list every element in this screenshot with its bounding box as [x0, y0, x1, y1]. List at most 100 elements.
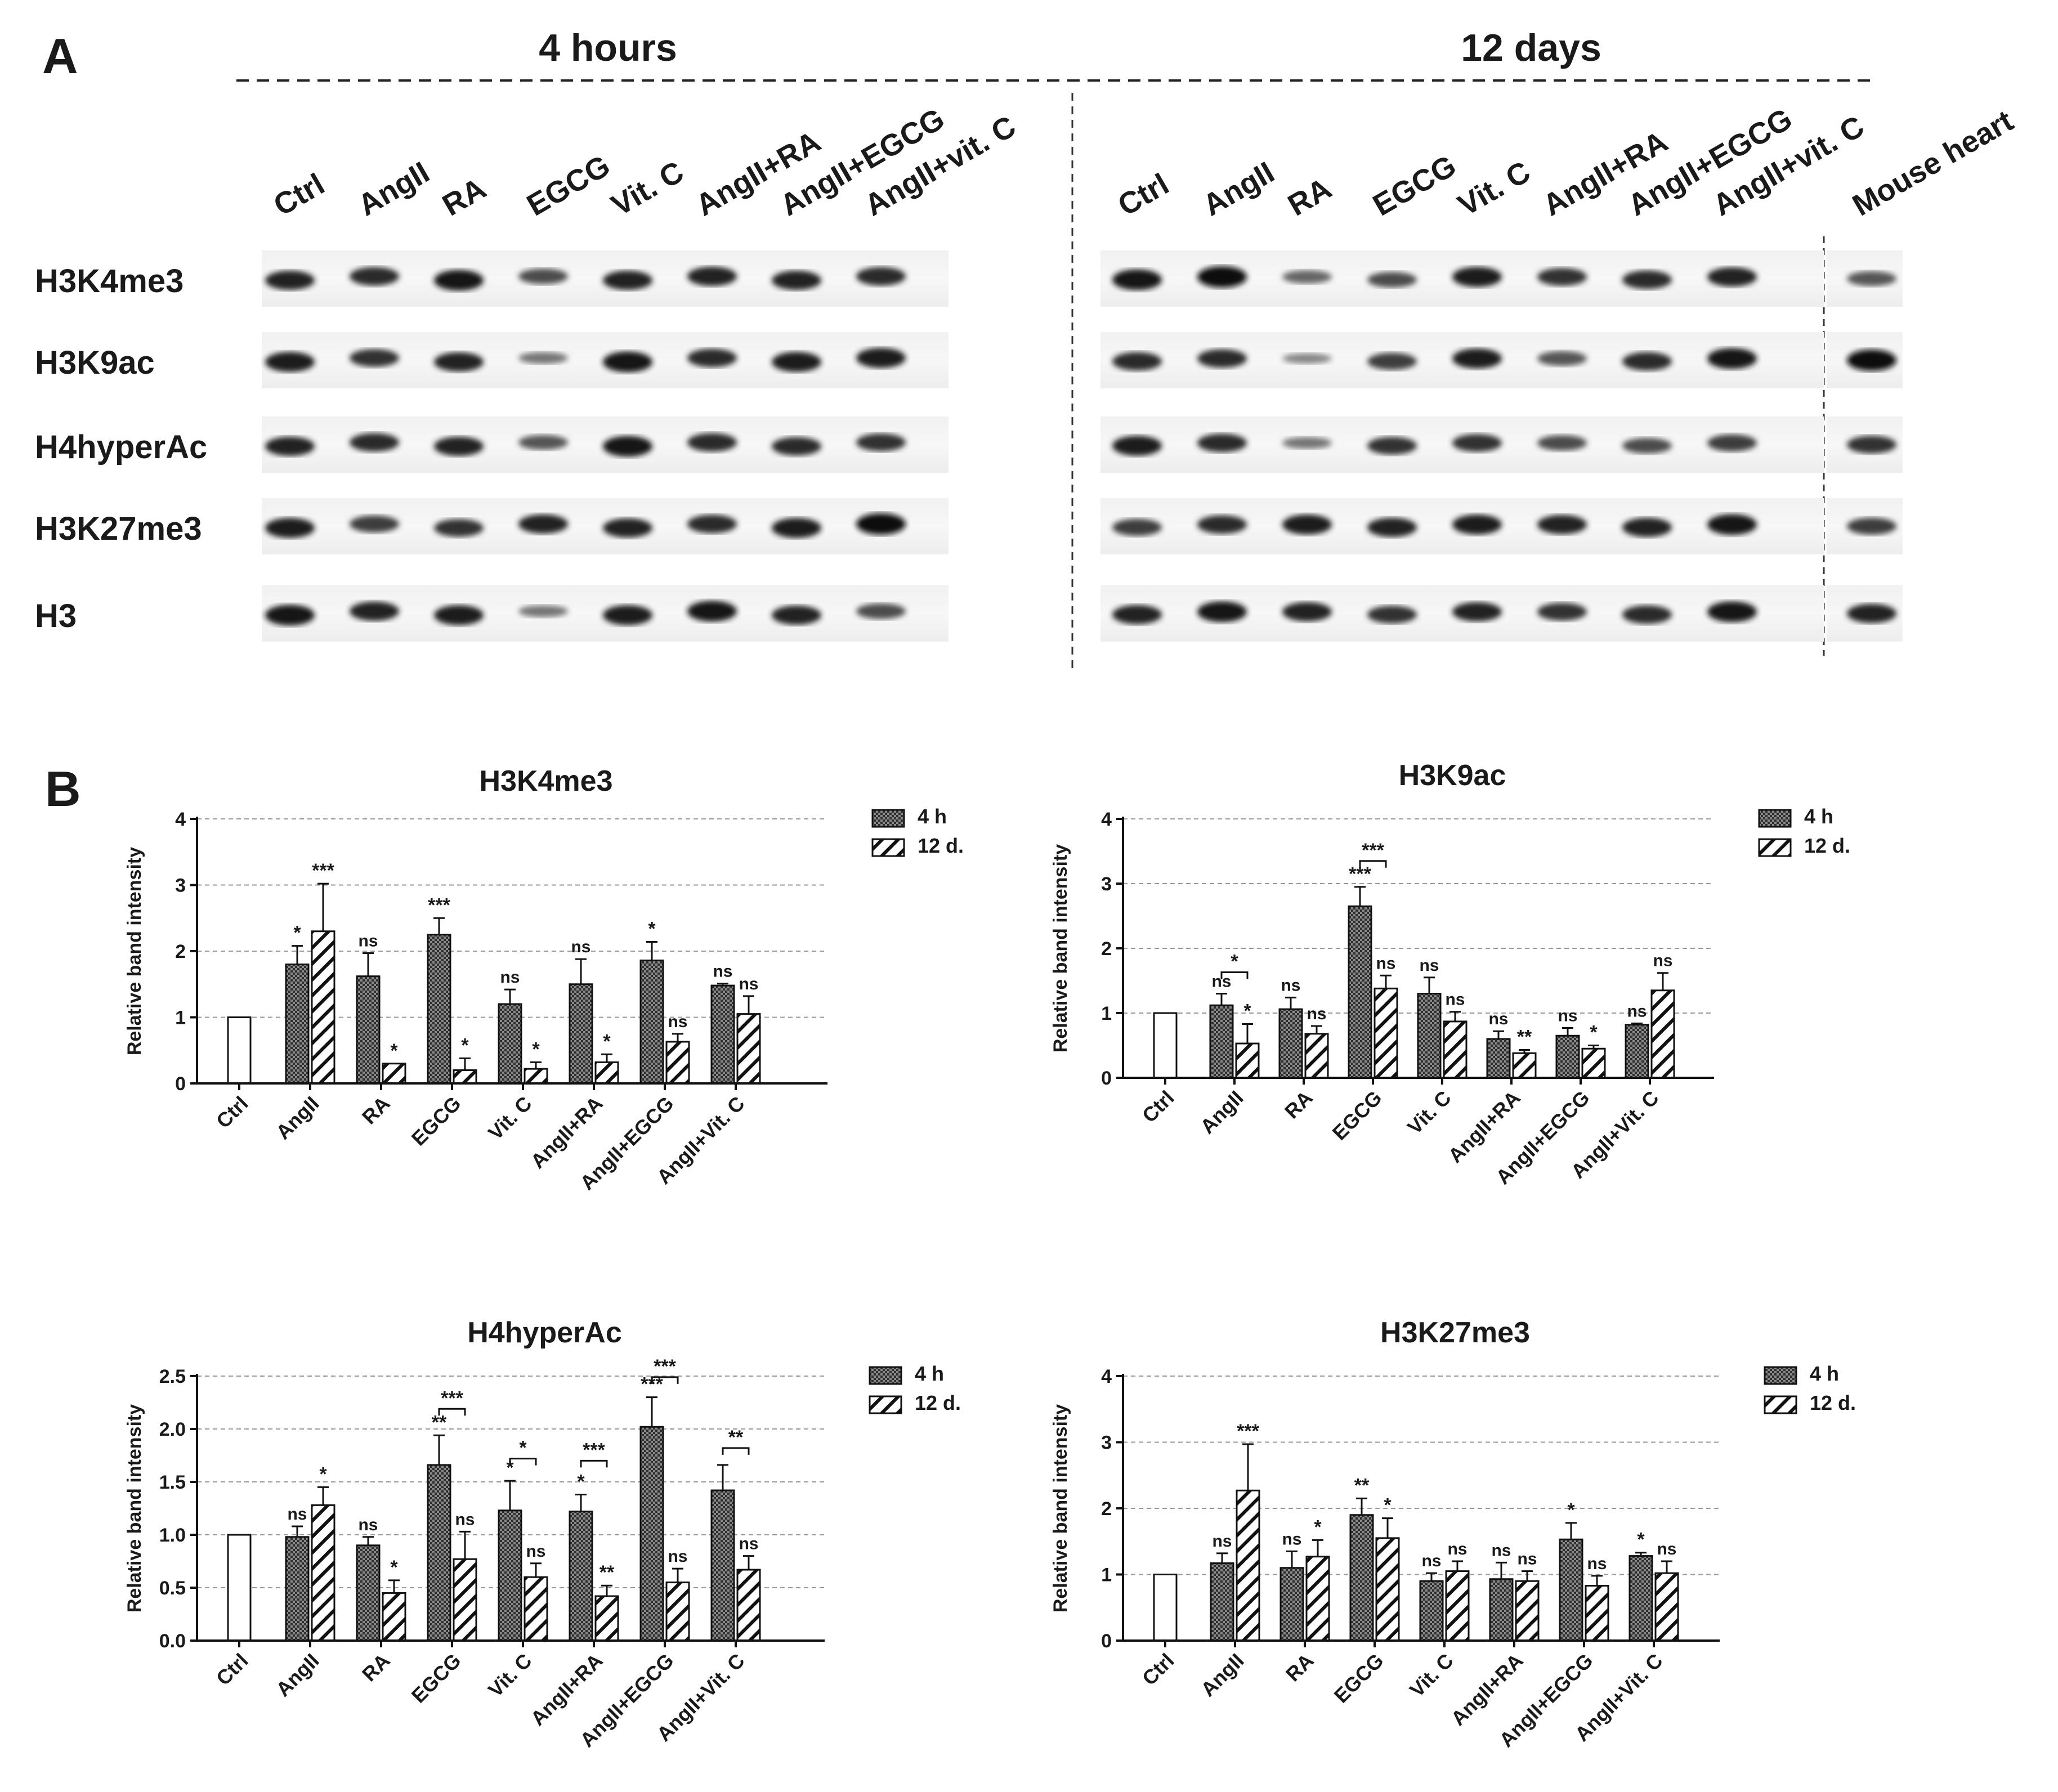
bar-4h [569, 1511, 593, 1642]
band-4h-7 [856, 513, 906, 535]
band-12d-2 [1282, 270, 1332, 284]
significance-mark: ns [526, 1542, 545, 1561]
band-12d-2 [1282, 437, 1332, 449]
bar-control [1153, 1574, 1178, 1642]
band-12d-0 [1112, 436, 1162, 456]
legend-swatch-12d [869, 1395, 902, 1414]
significance-mark: ns [668, 1547, 687, 1566]
band-12d-3 [1367, 437, 1417, 455]
legend-swatch-4h [869, 1366, 902, 1385]
band-4h-7 [856, 433, 906, 451]
band-12d-0 [1112, 518, 1162, 536]
band-12d-4 [1452, 602, 1502, 622]
comparison-bracket [1220, 971, 1249, 979]
bar-4h [569, 983, 593, 1085]
y-tick-label: 2.0 [159, 1419, 186, 1440]
bar-4h [498, 1509, 522, 1642]
significance-mark: ** [599, 1562, 615, 1583]
bar-4h [1486, 1038, 1511, 1079]
significance-mark: ns [1376, 954, 1395, 973]
bar-4h [1349, 1514, 1374, 1642]
band-4h-2 [434, 352, 484, 372]
bar-12d [453, 1558, 477, 1642]
bar-4h [285, 964, 310, 1085]
significance-mark: ns [713, 962, 732, 981]
bar-12d [1305, 1556, 1330, 1642]
band-4h-6 [772, 437, 821, 456]
band-12d-6 [1622, 270, 1672, 289]
legend-label: 12 d. [915, 1391, 961, 1414]
x-tick-label: Vit. C [484, 1092, 536, 1145]
time-label-12d: 12 days [1461, 26, 1601, 69]
band-mouse-heart [1847, 350, 1896, 371]
panel-b-letter: B [45, 761, 81, 817]
bracket-label: *** [583, 1439, 605, 1461]
band-4h-7 [856, 348, 906, 368]
band-12d-5 [1537, 603, 1587, 621]
band-4h-5 [687, 348, 737, 368]
x-tick-label: AngII [1196, 1649, 1249, 1701]
row-label-h3k27me3: H3K27me3 [35, 510, 202, 547]
bar-12d [736, 1013, 761, 1085]
bracket-label: ** [728, 1427, 744, 1448]
x-tick-label: Vit. C [1403, 1086, 1456, 1139]
band-4h-1 [350, 433, 399, 452]
band-4h-1 [350, 349, 399, 367]
bracket-label: *** [441, 1387, 463, 1409]
bar-12d [1654, 1572, 1679, 1642]
panel-a-western-blot: A 4 hours 12 days H3K4me3 H3K9ac H4hyperAc… [35, 26, 2019, 673]
x-tick-label: EGCG [407, 1092, 466, 1150]
significance-mark: ns [358, 1516, 378, 1534]
band-12d-7 [1707, 267, 1757, 287]
significance-mark: ns [1627, 1002, 1647, 1020]
significance-mark: ns [1447, 1540, 1467, 1558]
significance-mark: * [461, 1034, 469, 1056]
band-4h-0 [265, 270, 315, 290]
band-12d-1 [1197, 349, 1247, 368]
band-4h-7 [856, 603, 906, 619]
y-tick-label: 0 [1101, 1068, 1112, 1089]
bar-control [1153, 1012, 1178, 1079]
bar-12d [1235, 1042, 1260, 1079]
row-label-h3k4me3: H3K4me3 [35, 263, 184, 299]
bar-4h [498, 1003, 522, 1085]
bracket-label: *** [1362, 840, 1384, 861]
chart-title: H3K27me3 [1380, 1316, 1530, 1349]
y-tick-label: 0.5 [159, 1578, 186, 1599]
y-tick-label: 3 [1101, 873, 1112, 895]
bar-12d [665, 1582, 690, 1642]
chart-h4hyperac: H4hyperAc 0.0 0.5 1.0 1.5 2.0 2.5 Relative band… [124, 1316, 961, 1751]
band-4h-6 [772, 605, 821, 625]
bar-4h [639, 959, 664, 1085]
band-mouse-heart [1847, 271, 1896, 286]
band-4h-5 [687, 266, 737, 286]
chart-title: H3K9ac [1399, 759, 1506, 792]
bar-12d [524, 1068, 548, 1085]
band-12d-0 [1112, 269, 1162, 290]
band-12d-5 [1537, 435, 1587, 451]
band-4h-5 [687, 433, 737, 452]
bar-4h [285, 1536, 310, 1642]
significance-mark: ns [1558, 1006, 1577, 1025]
x-tick-label: RA [1281, 1649, 1318, 1686]
bar-12d [736, 1569, 761, 1642]
significance-mark: * [1567, 1499, 1575, 1521]
significance-mark: * [1637, 1529, 1645, 1551]
bar-4h [710, 1489, 735, 1642]
bracket-label: *** [654, 1356, 676, 1377]
y-tick-label: 1 [175, 1007, 186, 1029]
band-12d-0 [1112, 604, 1162, 625]
bar-12d [382, 1592, 406, 1642]
bar-4h [427, 934, 451, 1085]
y-tick-label: 1 [1101, 1565, 1112, 1586]
bar-12d [382, 1063, 406, 1085]
band-4h-0 [265, 436, 315, 456]
band-4h-4 [603, 436, 652, 457]
band-mouse-heart [1847, 517, 1896, 535]
legend-label: 4 h [1804, 805, 1833, 828]
y-tick-label: 4 [1101, 1366, 1112, 1387]
bar-12d [594, 1061, 619, 1085]
bar-4h [427, 1464, 451, 1642]
bracket-label: * [1231, 951, 1238, 973]
row-label-h4hyperac: H4hyperAc [35, 429, 207, 465]
